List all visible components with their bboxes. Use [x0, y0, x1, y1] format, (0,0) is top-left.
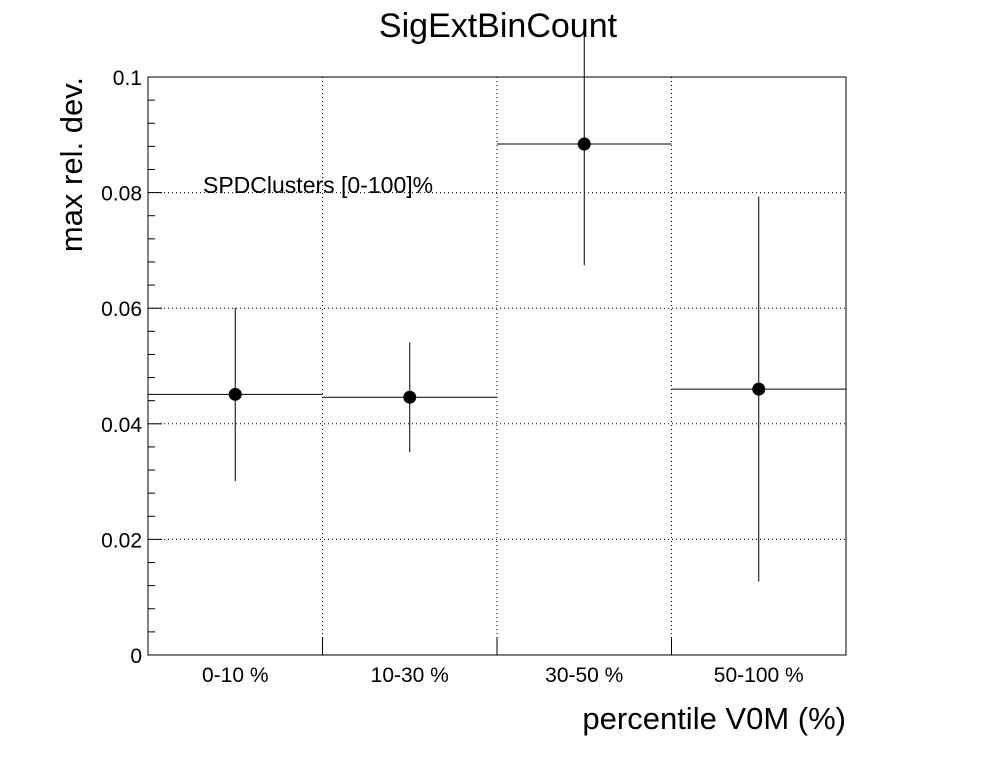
data-point	[403, 390, 417, 404]
annotation-label: SPDClusters [0-100]%	[203, 172, 433, 198]
y-tick-label: 0.08	[101, 183, 142, 206]
x-tick-label: 50-100 %	[714, 664, 804, 687]
data-point	[577, 137, 591, 151]
y-tick-label: 0.06	[101, 298, 142, 321]
axes: 0 0.02 0.04 0.06 0.08 0.1 0-10 % 10-30 % 30-50 %…	[101, 67, 804, 687]
grid	[148, 77, 846, 655]
data-point-group	[671, 196, 846, 582]
data-point-group	[148, 307, 323, 482]
chart-title: SigExtBinCount	[379, 7, 618, 45]
x-tick-label: 0-10 %	[202, 664, 269, 687]
y-tick-label: 0.04	[101, 414, 142, 437]
x-tick-label: 10-30 %	[371, 664, 449, 687]
data-point	[228, 387, 242, 401]
x-axis-title: percentile V0M (%)	[582, 701, 846, 736]
data-point-group	[497, 22, 672, 266]
y-tick-label: 0.1	[113, 67, 142, 90]
data-point	[752, 382, 766, 396]
data-points	[148, 22, 846, 582]
y-tick-label: 0	[130, 645, 142, 668]
x-tick-label: 30-50 %	[545, 664, 623, 687]
data-point-group	[322, 342, 497, 453]
y-axis-title: max rel. dev.	[54, 77, 89, 252]
y-tick-label: 0.02	[101, 529, 142, 552]
